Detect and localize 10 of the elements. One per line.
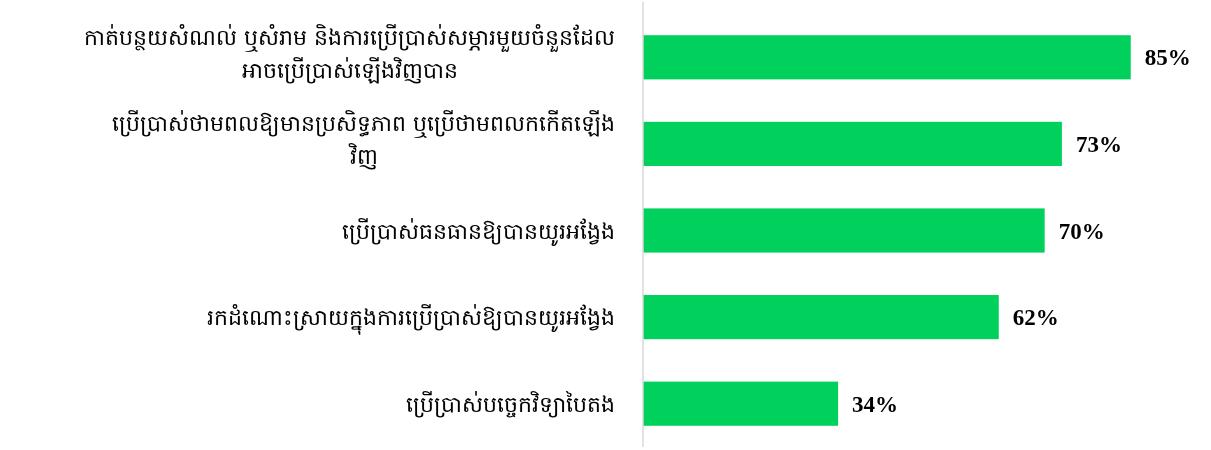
y-tick-label: រកដំណោះស្រាយក្នុងការប្រើប្រាស់ឱ្យបានយូរអង្វែង: [207, 304, 615, 336]
data-label: 73%: [1075, 131, 1122, 157]
y-tick-label: កាត់បន្ថយសំណល់ ឬសំរាម និងការប្រើប្រាស់សម្ភារមួយចំនួនដែល អាចប្រើប្រាស់ឡើងវិញបាន: [84, 23, 615, 84]
data-label: 62%: [1012, 305, 1059, 331]
y-tick-label: ប្រើប្រាស់ថាមពលឱ្យមានប្រសិទ្ធភាព ឬប្រើថាមពលកកើតឡើង វិញ: [112, 110, 615, 171]
data-label: 34%: [852, 391, 899, 417]
y-tick-label: ប្រើប្រាស់ធនធានឱ្យបានយូរអង្វែង: [342, 217, 615, 246]
data-label: 70%: [1058, 218, 1105, 244]
y-tick-label: ប្រើប្រាស់បច្ចេកវិទ្យាបៃតង: [406, 390, 615, 418]
data-label: 85%: [1144, 45, 1191, 71]
